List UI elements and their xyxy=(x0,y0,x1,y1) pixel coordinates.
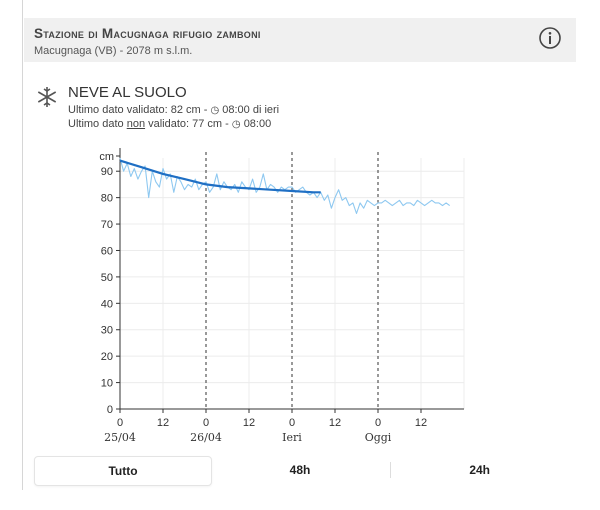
snowflake-icon xyxy=(36,86,58,108)
time-range-tabs: Tutto 48h 24h xyxy=(34,456,574,486)
clock-icon: ◷ xyxy=(231,119,241,130)
x-tick-label: 0 xyxy=(203,417,209,429)
validated-label: Ultimo dato validato: 82 cm - xyxy=(68,104,211,116)
x-tick-label: 12 xyxy=(157,417,169,429)
x-tick-label: 0 xyxy=(375,417,381,429)
tab-divider xyxy=(390,462,391,478)
y-tick-label: 20 xyxy=(101,351,113,363)
y-tick-label: 80 xyxy=(101,193,113,205)
y-tick-label: 60 xyxy=(101,245,113,257)
left-divider xyxy=(22,0,23,490)
sensor-title: NEVE AL SUOLO xyxy=(68,84,187,101)
series-line-validated xyxy=(119,159,321,194)
x-date-label: 25/04 xyxy=(104,431,136,444)
x-tick-label: 12 xyxy=(329,417,341,429)
not-validated-word: non xyxy=(126,118,146,130)
series-line-raw xyxy=(119,157,451,215)
station-header: Stazione di Macugnaga rifugio zamboni Ma… xyxy=(24,18,576,62)
y-tick-label: 10 xyxy=(101,378,113,390)
y-axis-label: cm xyxy=(99,151,114,163)
clock-icon: ◷ xyxy=(210,105,220,116)
tab-48h[interactable]: 48h xyxy=(289,463,311,477)
y-tick-label: 0 xyxy=(107,404,113,416)
x-tick-label: 12 xyxy=(243,417,255,429)
y-tick-label: 70 xyxy=(101,219,113,231)
y-tick-label: 30 xyxy=(101,325,113,337)
station-subtitle: Macugnaga (VB) - 2078 m s.l.m. xyxy=(34,45,193,57)
not-validated-label: validato: 77 cm - xyxy=(145,118,232,130)
not-validated-line: Ultimo dato non validato: 77 cm - ◷ 08:0… xyxy=(68,118,271,130)
x-date-label: 26/04 xyxy=(190,431,222,444)
not-validated-time: 08:00 xyxy=(243,118,272,130)
x-tick-label: 0 xyxy=(289,417,295,429)
y-tick-label: 40 xyxy=(101,298,113,310)
tab-24h[interactable]: 24h xyxy=(469,463,490,477)
not-validated-prefix: Ultimo dato xyxy=(68,118,127,130)
x-date-label: Ieri xyxy=(282,431,302,444)
x-tick-label: 0 xyxy=(117,417,123,429)
y-tick-label: 50 xyxy=(101,272,113,284)
validated-time: 08:00 di ieri xyxy=(222,104,280,116)
x-date-label: Oggi xyxy=(365,431,392,444)
validated-line: Ultimo dato validato: 82 cm - ◷ 08:00 di… xyxy=(68,104,279,116)
info-icon[interactable] xyxy=(538,26,562,50)
station-title: Stazione di Macugnaga rifugio zamboni xyxy=(34,26,261,41)
x-tick-label: 12 xyxy=(415,417,427,429)
tab-tutto[interactable]: Tutto xyxy=(34,456,212,486)
y-tick-label: 90 xyxy=(101,166,113,178)
